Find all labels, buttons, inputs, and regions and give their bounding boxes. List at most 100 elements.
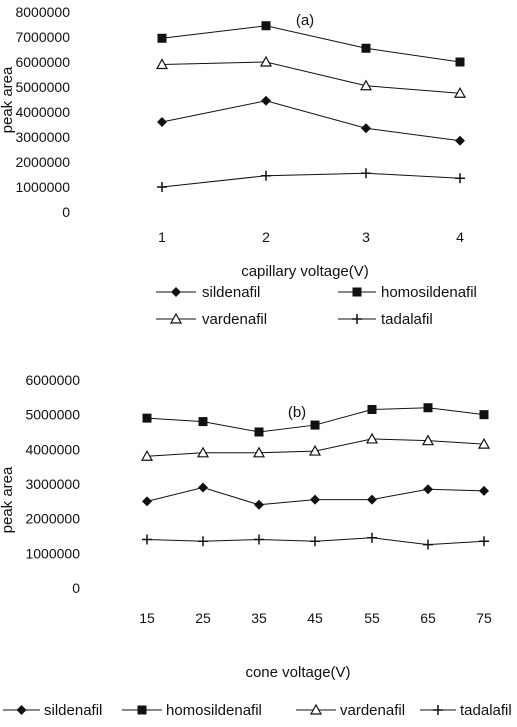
series-sildenafil bbox=[142, 482, 489, 510]
y-axis-label-a: peak area bbox=[0, 66, 16, 133]
data-point-homosildenafil bbox=[367, 404, 377, 414]
data-point-sildenafil bbox=[479, 485, 489, 496]
x-tick-label: 45 bbox=[307, 610, 323, 626]
x-tick-label: 15 bbox=[139, 610, 155, 626]
series-group-a bbox=[155, 21, 467, 192]
data-point-tadalafil bbox=[198, 536, 208, 547]
data-point-vardenafil bbox=[140, 450, 154, 461]
x-axis-label-b: cone voltage(V) bbox=[245, 664, 350, 681]
series-sildenafil bbox=[157, 95, 465, 146]
series-vardenafil bbox=[155, 55, 467, 98]
legend-marker-vardenafil bbox=[169, 312, 183, 324]
x-tick-label: 35 bbox=[251, 610, 267, 626]
series-vardenafil bbox=[140, 432, 491, 461]
legend-entry-tadalafil: tadalafil bbox=[420, 702, 512, 719]
chart-title-b: (b) bbox=[288, 404, 306, 421]
x-tick-label: 65 bbox=[420, 610, 436, 626]
legend-b: sildenafil homosildenafil vardenafil tadala… bbox=[3, 702, 512, 719]
data-point-vardenafil bbox=[365, 432, 379, 444]
data-point-sildenafil bbox=[423, 484, 433, 495]
legend-marker-homosildenafil bbox=[352, 287, 362, 297]
legend-label: vardenafil bbox=[340, 702, 405, 719]
legend-marker-homosildenafil bbox=[137, 705, 147, 715]
series-line-tadalafil bbox=[161, 172, 461, 188]
data-point-tadalafil bbox=[157, 182, 167, 192]
data-point-homosildenafil bbox=[455, 57, 465, 67]
x-tick-label: 4 bbox=[456, 229, 464, 245]
legend-entry-sildenafil: sildenafil bbox=[3, 702, 102, 719]
data-point-vardenafil bbox=[453, 87, 467, 98]
legend-a: sildenafil homosildenafil vardenafil tadala… bbox=[156, 284, 477, 328]
y-tick-label: 6000000 bbox=[25, 372, 80, 388]
legend-label: sildenafil bbox=[44, 702, 102, 719]
legend-entry-sildenafil: sildenafil bbox=[156, 284, 260, 301]
x-tick-label: 2 bbox=[262, 229, 270, 245]
data-point-sildenafil bbox=[198, 482, 208, 493]
x-tick-label: 75 bbox=[476, 610, 492, 626]
legend-label: homosildenafil bbox=[381, 284, 477, 301]
y-tick-labels-b: 6000000 5000000 4000000 3000000 2000000 10000… bbox=[25, 372, 80, 596]
series-homosildenafil bbox=[142, 403, 489, 437]
data-point-tadalafil bbox=[455, 173, 465, 184]
series-line-vardenafil bbox=[161, 61, 461, 94]
y-tick-label: 8000000 bbox=[15, 4, 70, 20]
data-point-tadalafil bbox=[261, 170, 271, 181]
data-point-tadalafil bbox=[367, 532, 377, 543]
data-point-vardenafil bbox=[252, 446, 266, 458]
x-axis-label-a: capillary voltage(V) bbox=[241, 263, 369, 280]
y-tick-label: 5000000 bbox=[15, 79, 70, 95]
legend-marker-sildenafil bbox=[16, 705, 27, 715]
legend-entry-vardenafil: vardenafil bbox=[296, 702, 405, 719]
y-axis-label-b: peak area bbox=[0, 466, 16, 533]
series-tadalafil bbox=[142, 532, 489, 550]
legend-label: vardenafil bbox=[202, 311, 267, 328]
data-point-tadalafil bbox=[254, 534, 264, 545]
data-point-homosildenafil bbox=[254, 427, 264, 437]
data-point-vardenafil bbox=[477, 437, 491, 449]
data-point-sildenafil bbox=[261, 95, 271, 106]
x-tick-label: 55 bbox=[364, 610, 380, 626]
y-tick-label: 3000000 bbox=[25, 476, 80, 492]
legend-marker-tadalafil bbox=[352, 314, 362, 324]
x-tick-label: 1 bbox=[158, 229, 166, 245]
series-line-homosildenafil bbox=[161, 25, 461, 63]
data-point-homosildenafil bbox=[361, 43, 371, 53]
legend-label: tadalafil bbox=[381, 311, 433, 328]
legend-entry-homosildenafil: homosildenafil bbox=[338, 284, 477, 301]
data-point-vardenafil bbox=[359, 79, 373, 91]
data-point-vardenafil bbox=[155, 58, 169, 70]
data-point-sildenafil bbox=[455, 135, 465, 146]
data-point-tadalafil bbox=[423, 539, 433, 550]
chart-panel-b: (b) peak area cone voltage(V) 6000000 500… bbox=[0, 372, 512, 719]
y-tick-label: 4000000 bbox=[15, 104, 70, 120]
x-tick-label: 3 bbox=[362, 229, 370, 245]
y-tick-labels-a: 8000000 7000000 6000000 5000000 4000000 30000… bbox=[15, 4, 70, 220]
legend-label: homosildenafil bbox=[166, 702, 262, 719]
legend-entry-vardenafil: vardenafil bbox=[156, 311, 267, 328]
y-tick-label: 2000000 bbox=[15, 154, 70, 170]
x-tick-labels-b: 15 25 35 45 55 65 75 bbox=[139, 610, 492, 626]
data-point-sildenafil bbox=[367, 494, 377, 505]
data-point-sildenafil bbox=[142, 496, 152, 507]
legend-label: sildenafil bbox=[202, 284, 260, 301]
y-tick-label: 1000000 bbox=[25, 545, 80, 561]
data-point-homosildenafil bbox=[157, 33, 167, 43]
data-point-sildenafil bbox=[157, 117, 167, 127]
x-tick-label: 25 bbox=[195, 610, 211, 626]
y-tick-label: 0 bbox=[62, 204, 70, 220]
data-point-tadalafil bbox=[361, 168, 371, 179]
legend-label: tadalafil bbox=[460, 702, 512, 719]
legend-marker-tadalafil bbox=[433, 705, 443, 715]
data-point-tadalafil bbox=[142, 534, 152, 545]
data-point-vardenafil bbox=[421, 434, 435, 446]
chart-title-a: (a) bbox=[296, 12, 314, 29]
y-tick-label: 2000000 bbox=[25, 511, 80, 527]
data-point-tadalafil bbox=[310, 536, 320, 547]
series-tadalafil bbox=[157, 168, 465, 192]
data-point-homosildenafil bbox=[479, 410, 489, 420]
y-tick-label: 5000000 bbox=[25, 407, 80, 423]
series-homosildenafil bbox=[157, 21, 465, 67]
y-tick-label: 3000000 bbox=[15, 129, 70, 145]
data-point-homosildenafil bbox=[198, 417, 208, 427]
data-point-vardenafil bbox=[308, 444, 322, 456]
